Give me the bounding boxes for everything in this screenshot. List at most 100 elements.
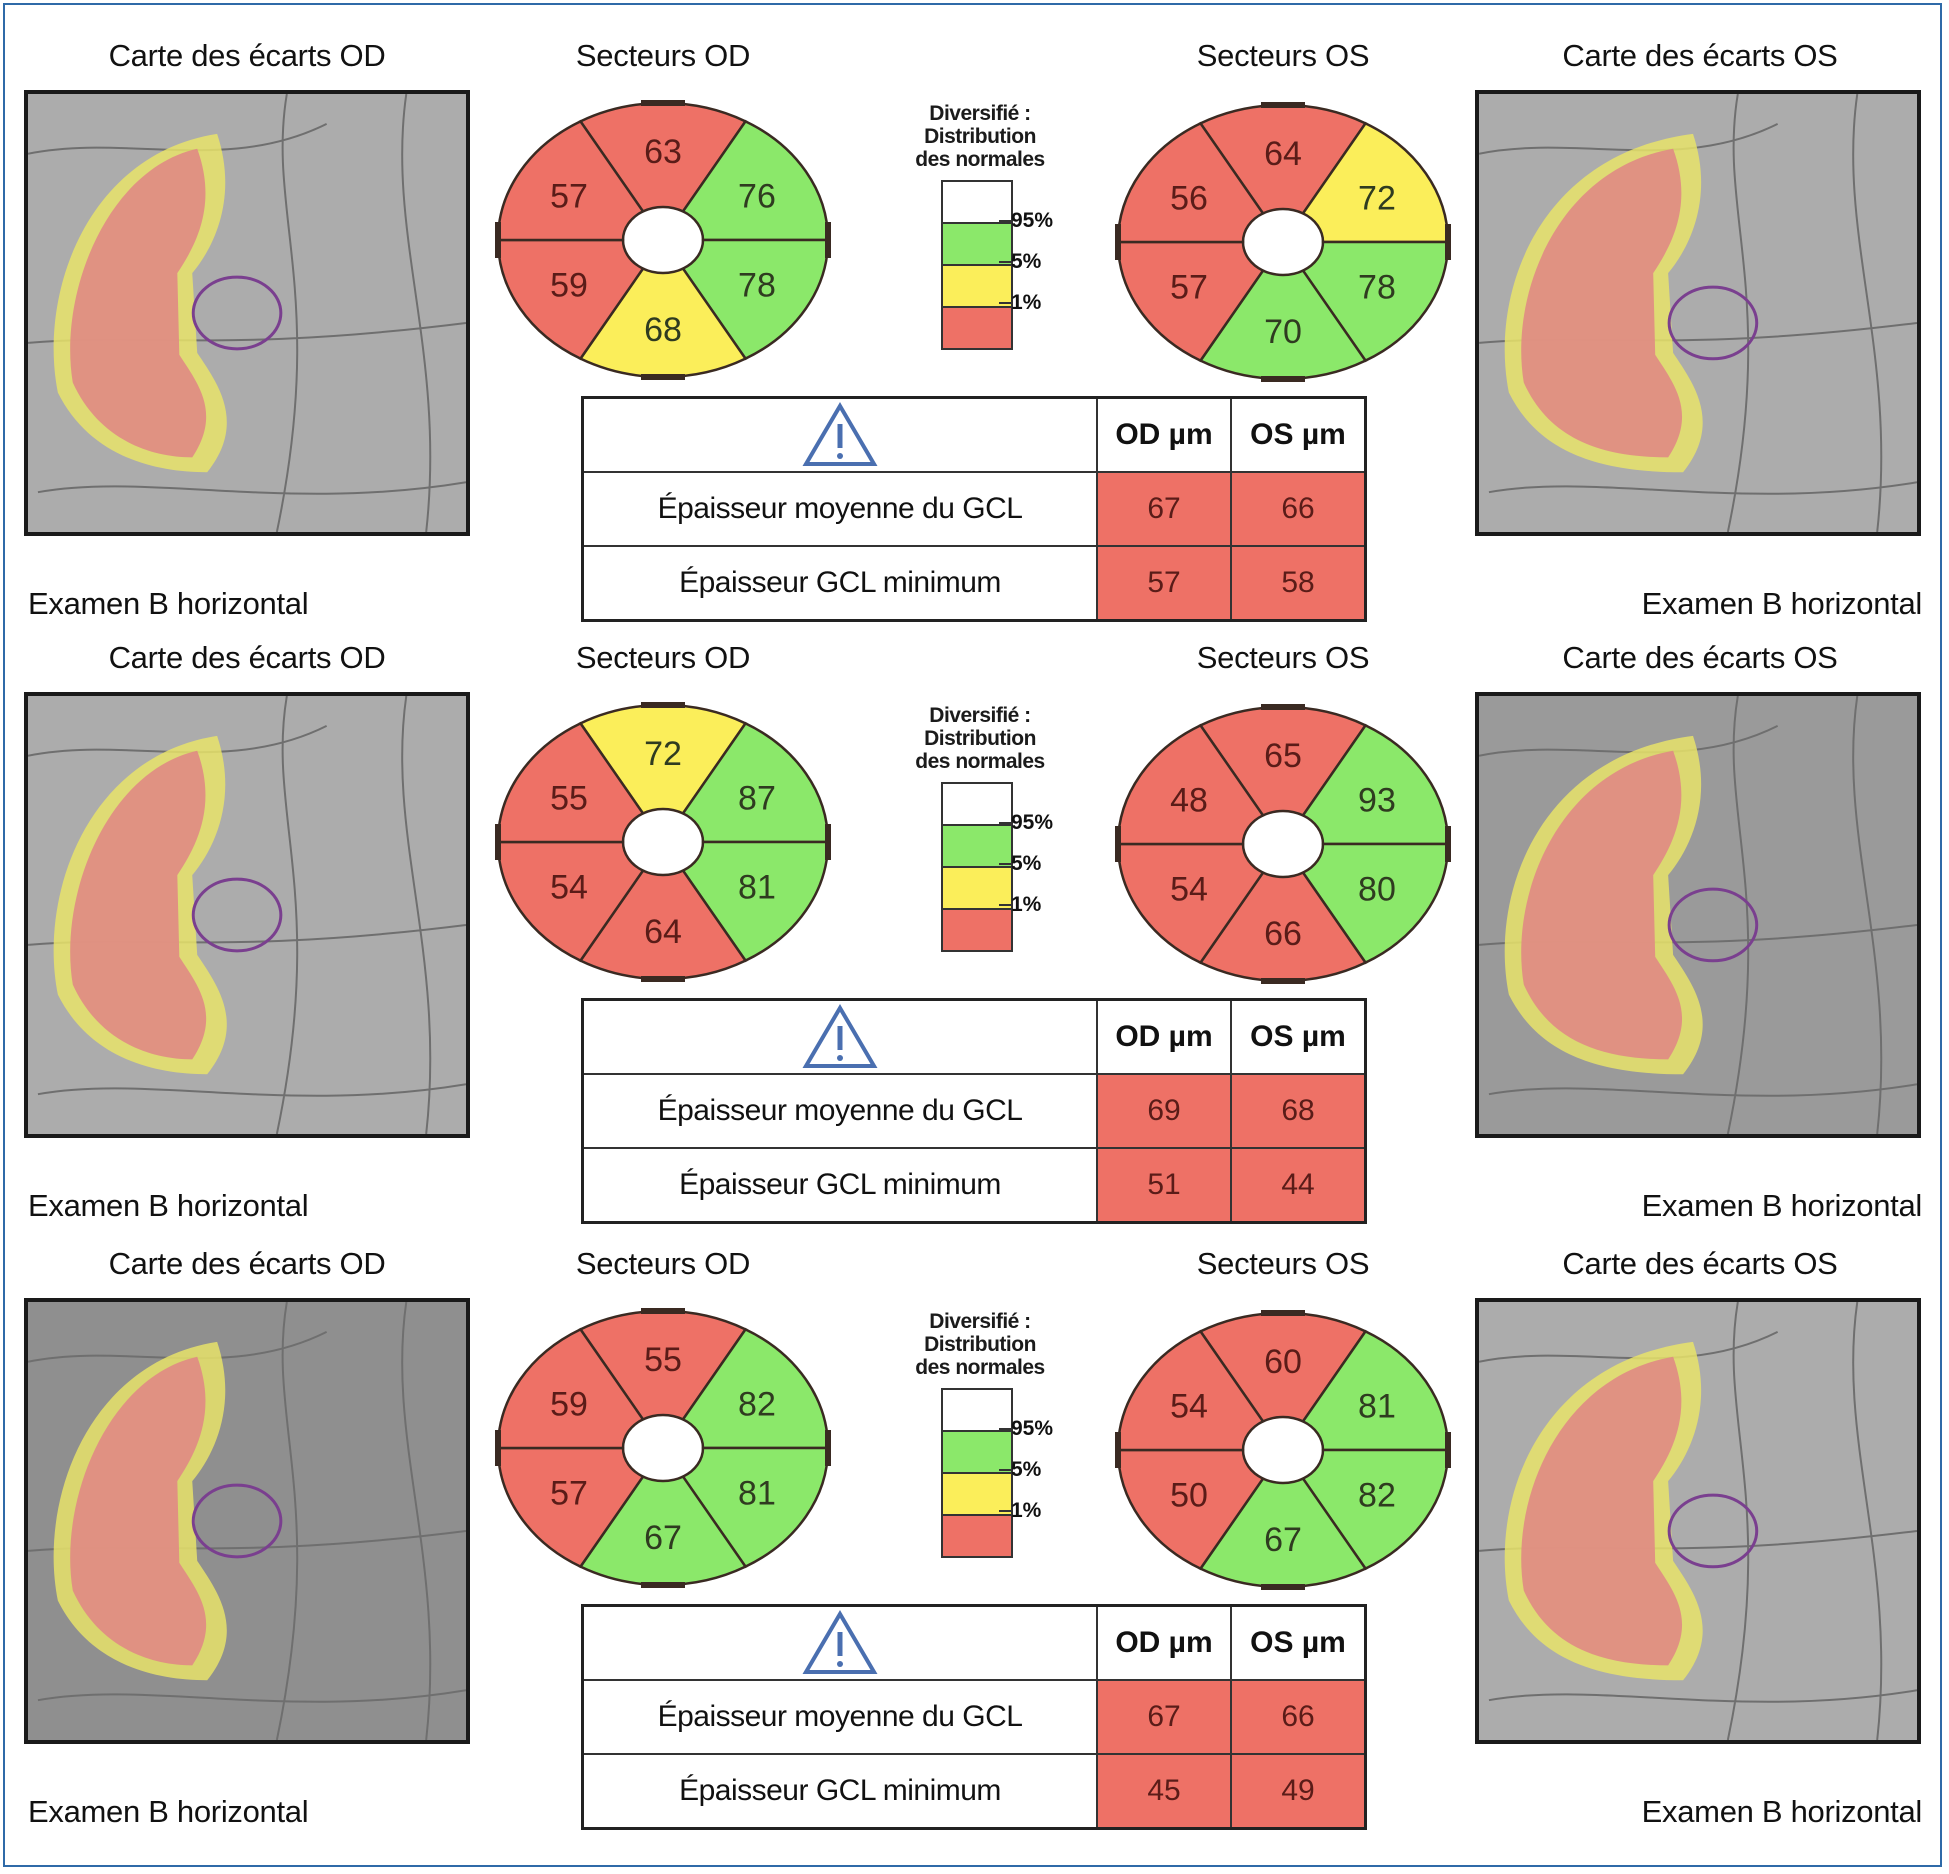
- sector-value-superotemporal: 93: [1358, 782, 1396, 820]
- sector-value-inferior: 66: [1264, 915, 1302, 953]
- sector-inferonasal: [1116, 842, 1265, 965]
- sector-inferior: [578, 868, 748, 981]
- legend-tick-1: 1%: [998, 291, 1042, 314]
- os-fundus-image: [1479, 696, 1917, 1134]
- legend-tick-95: 95%: [998, 811, 1054, 834]
- os-sector-chart: 60 81 82 67 50 54: [1115, 1310, 1451, 1590]
- od-um-header: OD µm: [1096, 396, 1232, 473]
- sector-value-superotemporal: 81: [1358, 1388, 1396, 1426]
- sector-axis-tick: [641, 976, 685, 982]
- os-um-header: OS µm: [1230, 396, 1367, 473]
- sector-value-inferotemporal: 57: [550, 1475, 588, 1513]
- sector-axis-tick: [825, 824, 831, 860]
- red-overlay: [70, 148, 207, 458]
- sector-superior: [1198, 103, 1368, 216]
- sector-value-inferonasal: 57: [1170, 269, 1208, 307]
- sector-value-superonasal: 82: [738, 1386, 776, 1424]
- exam-row-3: Carte des écarts OD Secteurs OD Secteurs…: [0, 1208, 1949, 1830]
- sector-axis-tick: [1445, 1432, 1451, 1468]
- sector-superonasal: [681, 1327, 830, 1450]
- legend-tick-5: 5%: [998, 852, 1042, 875]
- fovea-ellipse: [191, 1483, 283, 1559]
- min-gcl-od: 57: [1096, 545, 1232, 622]
- sector-inferonasal: [1116, 240, 1265, 363]
- sector-axis-tick: [641, 1308, 685, 1314]
- retinal-vessels: [1479, 94, 1917, 532]
- legend-tick-95: 95%: [998, 209, 1054, 232]
- sector-axis-tick: [1261, 102, 1305, 108]
- os-exam-label: Examen B horizontal: [1641, 1794, 1923, 1829]
- mean-gcl-od: 69: [1096, 1073, 1232, 1149]
- legend-band-green: [943, 826, 1011, 868]
- sector-superonasal: [681, 721, 830, 844]
- table-row: Épaisseur GCL minimum 57 58: [581, 545, 1367, 622]
- sector-value-superonasal: 48: [1170, 782, 1208, 820]
- fovea-ellipse: [1667, 1493, 1759, 1569]
- os-deviation-map: [1475, 692, 1921, 1138]
- legend-band-yellow: [943, 266, 1011, 308]
- sector-value-superior: 65: [1264, 737, 1302, 775]
- min-gcl-os: 49: [1230, 1753, 1367, 1830]
- sector-superior: [578, 101, 748, 214]
- od-sector-chart: 55 82 81 67 57 59: [495, 1308, 831, 1588]
- sector-axis-tick: [495, 824, 501, 860]
- legend-title-1: Diversifié :: [929, 1310, 1031, 1333]
- red-overlay: [1521, 750, 1683, 1060]
- sector-axis-tick: [1445, 224, 1451, 260]
- sector-superotemporal: [496, 1327, 645, 1450]
- sector-inferior: [1198, 1476, 1368, 1589]
- sector-value-superotemporal: 59: [550, 1386, 588, 1424]
- sector-value-inferonasal: 50: [1170, 1477, 1208, 1515]
- min-gcl-os: 44: [1230, 1147, 1367, 1224]
- mean-gcl-od: 67: [1096, 471, 1232, 547]
- sector-axis-tick: [495, 1430, 501, 1466]
- sector-superior: [1198, 705, 1368, 818]
- sector-value-superonasal: 54: [1170, 1388, 1208, 1426]
- warning-triangle-icon: [802, 1004, 878, 1068]
- sector-value-superior: 63: [644, 133, 682, 171]
- sector-axis-tick: [1445, 826, 1451, 862]
- normative-legend: Diversifié : Distribution des normales 9…: [895, 1310, 1065, 1558]
- os-deviation-map: [1475, 1298, 1921, 1744]
- sector-axis-tick: [641, 100, 685, 106]
- sector-inferonasal: [681, 1446, 830, 1569]
- od-sector-title: Secteurs OD: [575, 640, 751, 675]
- legend-tick-95: 95%: [998, 1417, 1054, 1440]
- red-overlay: [1521, 1356, 1683, 1666]
- sector-inferotemporal: [1301, 1448, 1450, 1571]
- sector-value-inferior: 70: [1264, 313, 1302, 351]
- sector-axis-tick: [1115, 1432, 1121, 1468]
- legend-color-bar: [941, 782, 1013, 952]
- sector-inferotemporal: [1301, 842, 1450, 965]
- sector-value-inferior: 67: [644, 1519, 682, 1557]
- sector-axis-tick: [1115, 826, 1121, 862]
- sector-axis-tick: [1115, 224, 1121, 260]
- os-um-header: OS µm: [1230, 1604, 1367, 1681]
- fovea-ellipse: [1667, 285, 1759, 361]
- min-gcl-label: Épaisseur GCL minimum: [581, 1753, 1098, 1830]
- os-sector-chart: 64 72 78 70 57 56: [1115, 102, 1451, 382]
- sector-value-inferotemporal: 54: [550, 869, 588, 907]
- sector-axis-tick: [1261, 978, 1305, 984]
- sector-value-superonasal: 76: [738, 178, 776, 216]
- od-exam-label: Examen B horizontal: [28, 586, 309, 621]
- table-header-row: OD µm OS µm: [581, 1604, 1367, 1681]
- sector-superotemporal: [1301, 723, 1450, 846]
- legend-band-yellow: [943, 868, 1011, 910]
- sector-value-inferotemporal: 59: [550, 267, 588, 305]
- sector-superior: [578, 1309, 748, 1422]
- sector-value-inferotemporal: 78: [1358, 269, 1396, 307]
- min-gcl-label: Épaisseur GCL minimum: [581, 545, 1098, 622]
- sector-axis-tick: [825, 222, 831, 258]
- sector-value-superior: 64: [1264, 135, 1302, 173]
- od-fundus-image: [28, 1302, 466, 1740]
- sector-axis-tick: [1261, 376, 1305, 382]
- legend-band-white: [943, 1390, 1011, 1432]
- od-map-title: Carte des écarts OD: [108, 1246, 386, 1281]
- sector-value-inferior: 67: [1264, 1521, 1302, 1559]
- legend-title-1: Diversifié :: [929, 704, 1031, 727]
- table-row: Épaisseur moyenne du GCL 67 66: [581, 1679, 1367, 1755]
- legend-title-1: Diversifié :: [929, 102, 1031, 125]
- od-sector-title: Secteurs OD: [575, 1246, 751, 1281]
- sector-superonasal: [1116, 1329, 1265, 1452]
